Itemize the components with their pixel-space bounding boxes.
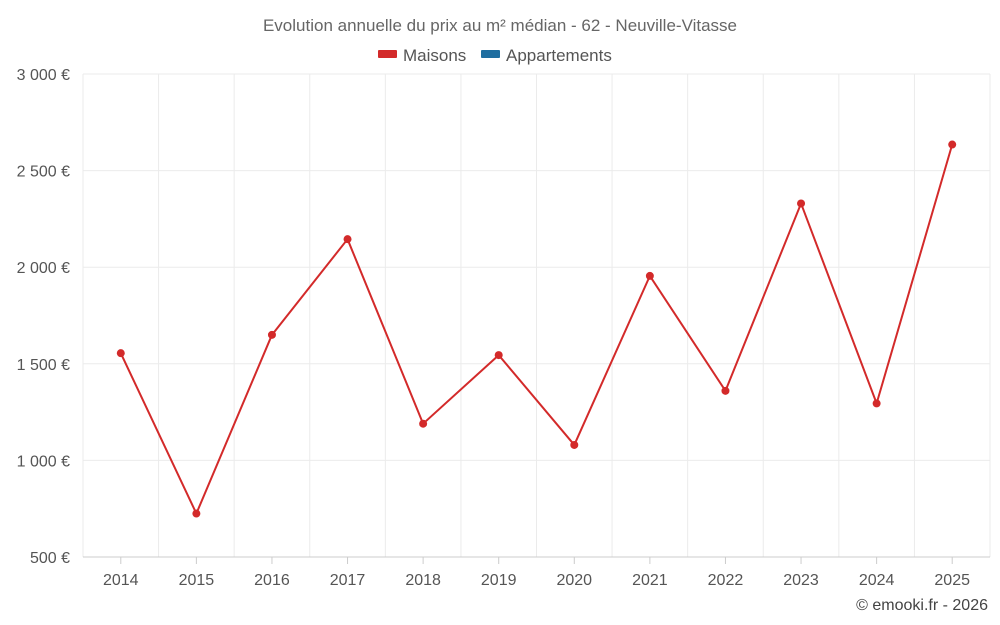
series-lines bbox=[119, 144, 954, 515]
legend: Maisons Appartements bbox=[378, 46, 612, 65]
legend-swatch-appartements[interactable] bbox=[481, 50, 500, 58]
data-point-maisons[interactable] bbox=[721, 386, 730, 395]
y-tick-label: 3 000 € bbox=[17, 67, 70, 84]
x-tick-label: 2018 bbox=[405, 572, 441, 589]
x-tick-label: 2022 bbox=[708, 572, 744, 589]
data-point-maisons[interactable] bbox=[570, 440, 579, 449]
x-tick-label: 2023 bbox=[783, 572, 819, 589]
y-axis: 500 € 1 000 € 1 500 € 2 000 € 2 500 € 3 000 € bbox=[17, 67, 70, 567]
series-line-maisons[interactable] bbox=[119, 144, 954, 515]
data-point-maisons[interactable] bbox=[192, 509, 201, 518]
y-tick-label: 2 500 € bbox=[17, 164, 70, 181]
legend-swatch-maisons[interactable] bbox=[378, 50, 397, 58]
x-tick-label: 2019 bbox=[481, 572, 517, 589]
y-tick-label: 1 000 € bbox=[17, 453, 70, 470]
x-tick-label: 2015 bbox=[179, 572, 215, 589]
x-tick-label: 2017 bbox=[330, 572, 366, 589]
x-tick-label: 2014 bbox=[103, 572, 139, 589]
credit-text[interactable]: © emooki.fr - 2026 bbox=[856, 597, 988, 614]
x-tick-label: 2024 bbox=[859, 572, 895, 589]
y-tick-label: 2 000 € bbox=[17, 260, 70, 277]
legend-label-maisons[interactable]: Maisons bbox=[403, 46, 466, 65]
data-point-maisons[interactable] bbox=[872, 399, 881, 408]
horizontal-gridlines bbox=[83, 73, 990, 558]
data-point-maisons[interactable] bbox=[116, 349, 125, 358]
vertical-gridlines bbox=[82, 74, 991, 557]
data-point-maisons[interactable] bbox=[645, 271, 654, 280]
chart-title: Evolution annuelle du prix au m² médian … bbox=[263, 16, 737, 35]
data-point-maisons[interactable] bbox=[267, 330, 276, 339]
data-point-maisons[interactable] bbox=[948, 140, 957, 149]
x-tick-label: 2021 bbox=[632, 572, 668, 589]
data-point-maisons[interactable] bbox=[494, 351, 503, 360]
legend-label-appartements[interactable]: Appartements bbox=[506, 46, 612, 65]
x-tick-label: 2025 bbox=[934, 572, 970, 589]
y-tick-label: 500 € bbox=[30, 550, 70, 567]
series-points bbox=[116, 140, 957, 518]
x-tick-label: 2020 bbox=[556, 572, 592, 589]
x-tick-label: 2016 bbox=[254, 572, 290, 589]
data-point-maisons[interactable] bbox=[797, 199, 806, 208]
x-axis: 2014 2015 2016 2017 2018 2019 2020 2021 2022 2023… bbox=[103, 557, 970, 589]
y-tick-label: 1 500 € bbox=[17, 357, 70, 374]
data-point-maisons[interactable] bbox=[419, 419, 428, 428]
data-point-maisons[interactable] bbox=[343, 235, 352, 244]
